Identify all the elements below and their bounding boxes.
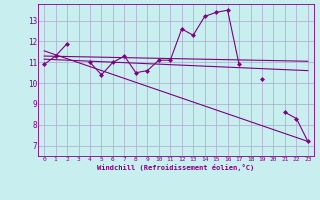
X-axis label: Windchill (Refroidissement éolien,°C): Windchill (Refroidissement éolien,°C) [97, 164, 255, 171]
